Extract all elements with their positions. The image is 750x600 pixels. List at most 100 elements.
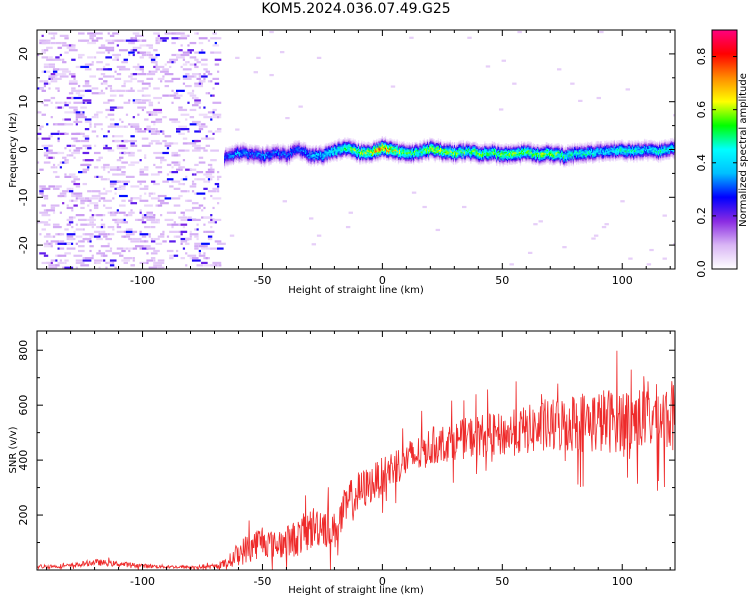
spectrogram-cell	[303, 147, 306, 150]
spectrogram-cell	[182, 63, 188, 66]
spectrogram-cell	[225, 151, 227, 153]
spectrogram-cell	[380, 150, 382, 153]
spectrogram-cell	[460, 144, 462, 147]
spectrogram-cell	[274, 151, 277, 153]
spectrogram-cell	[148, 233, 151, 236]
spectrogram-cell	[271, 152, 273, 155]
spectrogram-cell	[187, 130, 190, 133]
spectrogram-cell	[364, 162, 366, 164]
spectrogram-cell	[241, 143, 243, 146]
spectrogram-cell	[116, 187, 126, 190]
spectrogram-cell	[437, 138, 440, 140]
spectrogram-cell	[89, 197, 99, 200]
spectrogram-cell	[52, 77, 62, 80]
spectrogram-cell	[227, 164, 229, 167]
spectrogram-cell	[463, 147, 465, 149]
spectrogram-cell	[198, 161, 206, 164]
spectrogram-cell	[87, 190, 92, 193]
spectrogram-cell	[185, 175, 188, 178]
spectrogram-cell	[309, 155, 311, 157]
spectrogram-cell	[62, 70, 71, 73]
spectrogram-cell	[342, 154, 345, 157]
spectrogram-cell	[485, 154, 487, 157]
spectrogram-cell	[443, 158, 445, 161]
spectrogram-cell	[330, 151, 333, 154]
spectrogram-cell	[348, 153, 350, 156]
spectrogram-cell	[443, 145, 445, 148]
spectrogram-cell	[317, 151, 320, 154]
spectrogram-cell	[395, 146, 397, 149]
spectrogram-cell	[400, 150, 402, 153]
spectrogram-cell	[673, 243, 675, 246]
spectrogram-cell	[201, 209, 204, 212]
spectrogram-cell	[296, 140, 298, 143]
spectrogram-cell	[466, 147, 469, 150]
spectrogram-cell	[504, 143, 507, 146]
spectrogram-cell	[265, 162, 267, 164]
spectrogram-cell	[430, 139, 432, 141]
spectrogram-cell	[266, 161, 268, 164]
spectrogram-cell	[388, 152, 390, 155]
spectrogram-cell	[408, 156, 410, 158]
spectrogram-cell	[378, 155, 380, 158]
spectrogram-cell	[475, 151, 477, 154]
spectrogram-cell	[232, 147, 235, 150]
spectrogram-cell	[160, 37, 169, 40]
spectrogram-cell	[48, 151, 51, 155]
spectrogram-cell	[255, 155, 257, 157]
spectrogram-cell	[434, 150, 436, 153]
spectrogram-cell	[404, 150, 406, 153]
spectrogram-cell	[286, 158, 288, 161]
spectrogram-cell	[459, 147, 461, 150]
spectrogram-cell	[505, 154, 508, 157]
spectrogram-cell	[264, 148, 266, 151]
spectrogram-cell	[455, 153, 457, 155]
spectrogram-cell	[498, 146, 500, 149]
spectrogram-cell	[460, 140, 462, 142]
spectrogram-cell	[491, 153, 494, 156]
spectrogram-cell	[360, 152, 362, 155]
spectrogram-cell	[350, 152, 352, 155]
spectrogram-cell	[132, 116, 135, 119]
spectrogram-cell	[238, 161, 240, 164]
spectrogram-cell	[109, 108, 115, 112]
spectrogram-cell	[48, 266, 58, 269]
spectrogram-cell	[461, 157, 463, 160]
spectrogram-cell	[423, 139, 426, 142]
spectrogram-cell	[403, 161, 405, 163]
spectrogram-cell	[246, 161, 249, 164]
spectrogram-cell	[498, 143, 500, 146]
spectrogram-cell	[280, 145, 282, 148]
spectrogram-cell	[226, 153, 228, 155]
spectrogram-cell	[269, 30, 274, 34]
spectrogram-cell	[212, 44, 220, 47]
spectrogram-cell	[212, 218, 222, 222]
spectrogram-cell	[505, 158, 508, 161]
spectrogram-cell	[395, 145, 397, 147]
spectrogram-cell	[270, 150, 272, 152]
spectrogram-cell	[303, 152, 306, 154]
spectrogram-cell	[150, 225, 156, 229]
spectrogram-cell	[434, 160, 436, 163]
spectrogram-cell	[447, 150, 449, 152]
spectrogram-cell	[487, 149, 489, 152]
spectrogram-cell	[433, 153, 435, 155]
spectrogram-cell	[303, 143, 306, 146]
spectrogram-cell	[443, 151, 445, 154]
spectrogram-cell	[426, 150, 429, 153]
spectrogram-cell	[462, 147, 464, 149]
spectrogram-cell	[388, 142, 390, 145]
spectrogram-cell	[469, 144, 471, 147]
spectrogram-cell	[461, 150, 463, 152]
spectrogram-cell	[271, 144, 273, 146]
spectrogram-cell	[185, 252, 188, 255]
spectrogram-cell	[62, 202, 65, 205]
spectrogram-cell	[448, 154, 450, 157]
spectrogram-cell	[231, 154, 233, 157]
spectrogram-cell	[324, 157, 326, 160]
spectrogram-cell	[491, 155, 494, 157]
spectrogram-cell	[66, 235, 74, 238]
spectrogram-cell	[309, 146, 311, 149]
spectrogram-cell	[388, 151, 390, 153]
spectrogram-cell	[288, 146, 291, 148]
